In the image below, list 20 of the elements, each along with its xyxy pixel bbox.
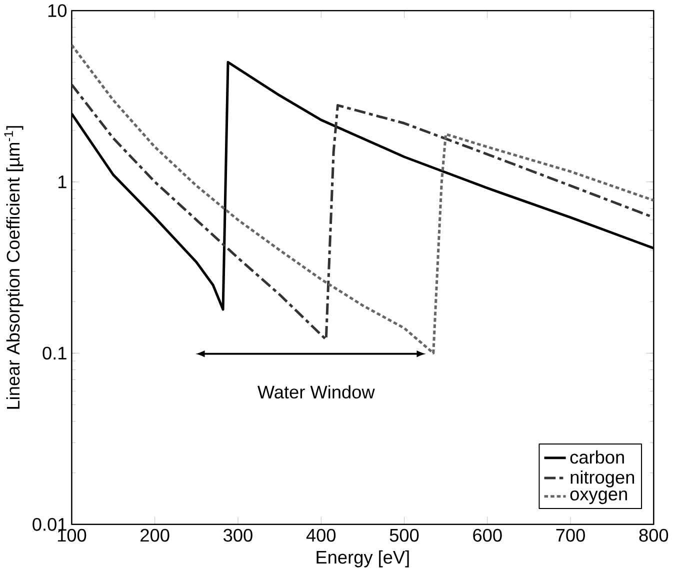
line-series (72, 44, 654, 355)
legend-label: nitrogen (570, 470, 634, 488)
x-tick-label: 500 (390, 529, 419, 542)
annotation: Water Window (258, 385, 375, 399)
y-tick-label: 0.01 (32, 518, 66, 532)
x-tick-label: 600 (473, 529, 502, 542)
legend-label: carbon (570, 450, 624, 464)
y-tick-label: 10 (48, 4, 67, 18)
y-tick-label: 0.1 (42, 346, 66, 360)
x-tick-label: 200 (140, 529, 170, 542)
x-tick-label: 100 (58, 529, 86, 542)
x-axis-title: Energy [eV] (316, 550, 409, 568)
x-tick-label: 300 (224, 529, 252, 542)
x-tick-label: 800 (639, 529, 668, 542)
line-series (72, 84, 654, 342)
y-tick-label: 1 (58, 176, 66, 188)
x-tick-label: 400 (306, 529, 336, 542)
legend-label: oxygen (570, 490, 627, 504)
y-axis-title: Linear Absorption Coefficient [µm$^{-1}$] (4, 126, 24, 409)
x-tick-label: 700 (556, 529, 585, 542)
